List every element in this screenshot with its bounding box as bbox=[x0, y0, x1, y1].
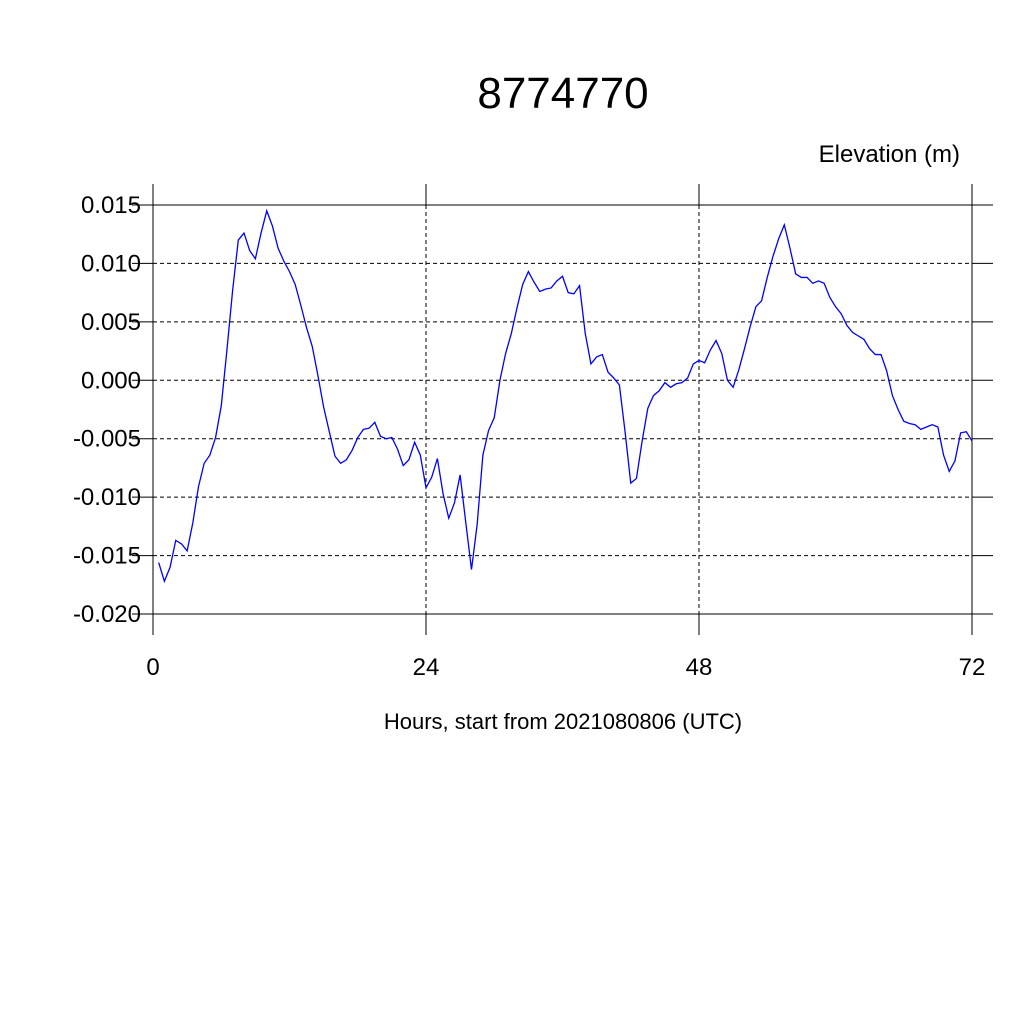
x-tick-label: 48 bbox=[686, 654, 713, 681]
y-tick-label: -0.015 bbox=[73, 543, 141, 570]
y-tick-label: 0.005 bbox=[81, 309, 141, 336]
y-tick-label: -0.010 bbox=[73, 484, 141, 511]
y-axis-label: Elevation (m) bbox=[819, 141, 960, 168]
x-tick-label: 0 bbox=[146, 654, 159, 681]
plot-frame bbox=[152, 204, 973, 615]
y-tick-label: -0.020 bbox=[73, 601, 141, 628]
y-tick-label: 0.010 bbox=[81, 250, 141, 277]
x-tick-label: 24 bbox=[413, 654, 440, 681]
y-tick-label: 0.000 bbox=[81, 367, 141, 394]
x-tick-label: 72 bbox=[959, 654, 986, 681]
y-tick-label: 0.015 bbox=[81, 192, 141, 219]
y-tick-label: -0.005 bbox=[73, 426, 141, 453]
chart-title: 8774770 bbox=[477, 69, 648, 118]
x-axis-label: Hours, start from 2021080806 (UTC) bbox=[384, 709, 742, 734]
data-line bbox=[158, 208, 973, 584]
